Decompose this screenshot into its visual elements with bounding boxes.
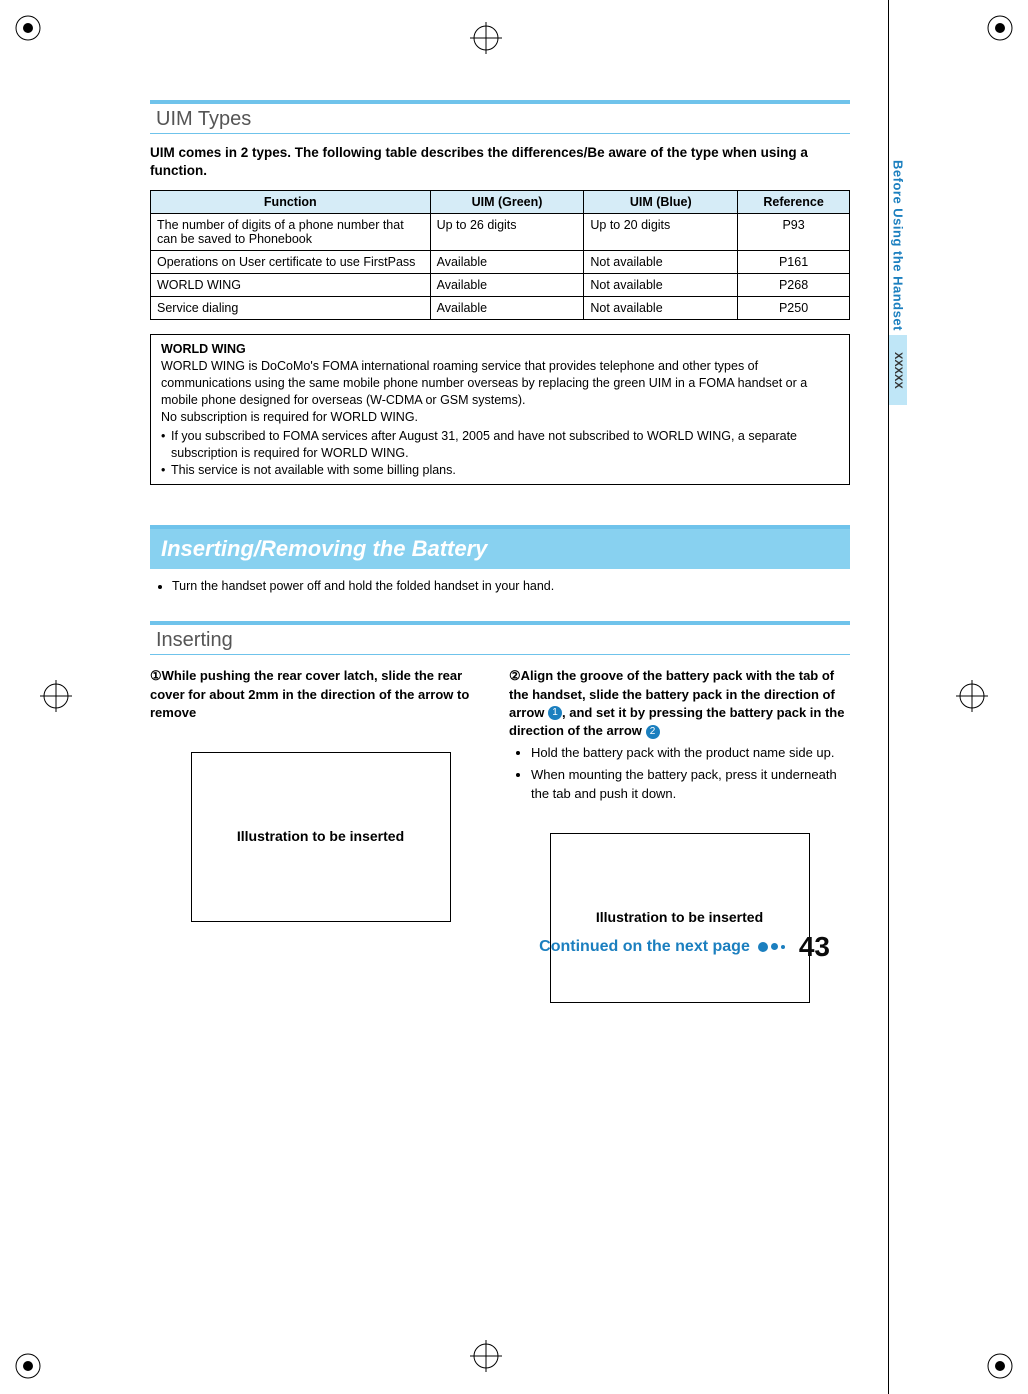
page-content: UIM Types UIM comes in 2 types. The foll…	[150, 100, 850, 1003]
th-reference: Reference	[738, 191, 850, 214]
circled-number-icon: 1	[548, 706, 562, 720]
table-row: Operations on User certificate to use Fi…	[151, 251, 850, 274]
circled-number-icon: 2	[646, 725, 660, 739]
step-number: ②	[509, 668, 521, 683]
th-green: UIM (Green)	[430, 191, 584, 214]
table-row: The number of digits of a phone number t…	[151, 214, 850, 251]
infobox-line2: No subscription is required for WORLD WI…	[161, 409, 839, 426]
world-wing-info-box: WORLD WING WORLD WING is DoCoMo's FOMA i…	[150, 334, 850, 485]
side-tab-label: XXXXX	[892, 352, 904, 389]
section-rule	[150, 100, 850, 104]
infobox-title: WORLD WING	[161, 341, 839, 358]
table-header-row: Function UIM (Green) UIM (Blue) Referenc…	[151, 191, 850, 214]
step-bullet: Hold the battery pack with the product n…	[531, 744, 850, 762]
step-bullet: When mounting the battery pack, press it…	[531, 766, 850, 802]
th-blue: UIM (Blue)	[584, 191, 738, 214]
infobox-body: WORLD WING is DoCoMo's FOMA internationa…	[161, 358, 839, 409]
uim-table: Function UIM (Green) UIM (Blue) Referenc…	[150, 190, 850, 320]
side-chapter-label: Before Using the Handset	[891, 160, 906, 331]
step-title: While pushing the rear cover latch, slid…	[150, 668, 469, 719]
reg-target-icon	[956, 680, 988, 712]
table-row: WORLD WING Available Not available P268	[151, 274, 850, 297]
reg-mark-icon	[8, 8, 48, 48]
page-footer: Continued on the next page 43	[539, 931, 830, 963]
section-title-inserting: Inserting	[150, 627, 850, 655]
th-function: Function	[151, 191, 431, 214]
reg-mark-icon	[980, 8, 1020, 48]
illustration-placeholder: Illustration to be inserted	[550, 833, 810, 1003]
infobox-bullet: If you subscribed to FOMA services after…	[161, 428, 839, 462]
continue-dots-icon	[758, 942, 785, 952]
section-header-battery: Inserting/Removing the Battery	[150, 525, 850, 569]
illustration-placeholder: Illustration to be inserted	[191, 752, 451, 922]
table-row: Service dialing Available Not available …	[151, 297, 850, 320]
reg-target-icon	[40, 680, 72, 712]
section-rule	[150, 621, 850, 625]
reg-target-icon	[470, 22, 502, 54]
step-1-column: ①While pushing the rear cover latch, sli…	[150, 667, 491, 1002]
reg-mark-icon	[980, 1346, 1020, 1386]
reg-mark-icon	[8, 1346, 48, 1386]
page-number: 43	[799, 931, 830, 963]
reg-target-icon	[470, 1340, 502, 1372]
section-lead: UIM comes in 2 types. The following tabl…	[150, 144, 850, 180]
infobox-bullet: This service is not available with some …	[161, 462, 839, 479]
continued-label: Continued on the next page	[539, 938, 750, 956]
step-bullets: Hold the battery pack with the product n…	[509, 744, 850, 803]
section-title-uim-types: UIM Types	[150, 106, 850, 134]
step-number: ①	[150, 668, 162, 683]
section-header-title: Inserting/Removing the Battery	[150, 529, 850, 569]
side-tab: Before Using the Handset XXXXX	[888, 160, 908, 420]
section-note-list: Turn the handset power off and hold the …	[150, 579, 850, 593]
section-note: Turn the handset power off and hold the …	[172, 579, 850, 593]
